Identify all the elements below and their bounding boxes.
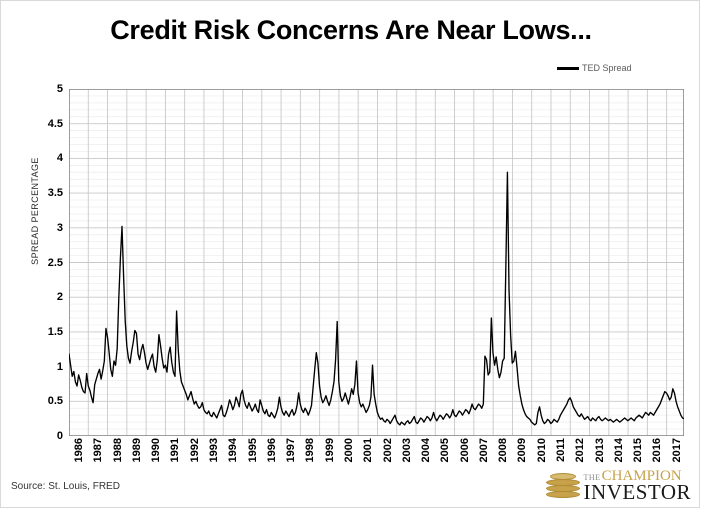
x-tick-label: 2004: [420, 438, 432, 463]
x-tick-label: 2009: [516, 438, 529, 463]
x-tick-label: 1989: [130, 438, 143, 463]
x-tick-label: 2006: [458, 438, 471, 463]
x-tick-label: 2015: [632, 438, 645, 463]
source-note: Source: St. Louis, FRED: [11, 481, 120, 492]
logo-investor: INVESTOR: [583, 480, 691, 504]
x-tick-label: 2007: [477, 438, 490, 463]
logo-champion-word: CHAMPION: [601, 468, 682, 484]
x-tick-label: 2013: [593, 438, 606, 463]
x-tick-label: 2001: [362, 438, 375, 463]
x-tick-label: 1999: [323, 438, 336, 463]
y-tick-label: 1: [56, 360, 63, 373]
x-tick-label: 2008: [497, 438, 510, 463]
y-tick-label: 4: [56, 152, 63, 165]
x-tick-label: 2000: [342, 438, 355, 463]
y-tick-label: 2: [56, 291, 63, 304]
x-tick-label: 1995: [246, 438, 259, 463]
grid-major-lines: [69, 89, 684, 436]
x-tick-label: 1994: [227, 438, 240, 463]
axis-lines: [69, 89, 684, 436]
brand-logo: THECHAMPION INVESTOR: [545, 469, 691, 503]
page-title: Credit Risk Concerns Are Near Lows...: [110, 15, 592, 45]
chart-legend: TED Spread: [557, 63, 632, 73]
x-tick-label: 1990: [150, 438, 163, 463]
x-tick-label: 1993: [208, 438, 220, 463]
grid-minor-lines: [69, 89, 684, 430]
logo-champion: THECHAMPION: [584, 469, 691, 484]
y-tick-label: 2.5: [47, 256, 63, 269]
y-tick-label: 5: [56, 83, 63, 95]
y-tick-label: 0: [56, 430, 63, 442]
x-tick-label: 1986: [73, 438, 85, 463]
legend-label-ted-spread: TED Spread: [582, 63, 632, 73]
y-tick-label: 3.5: [47, 187, 63, 200]
x-tick-label: 1988: [111, 438, 124, 463]
y-tick-label: 3: [56, 221, 63, 234]
x-tick-label: 2012: [574, 438, 587, 463]
y-tick-label: 4.5: [47, 117, 63, 130]
x-tick-label: 1991: [169, 438, 182, 463]
plot-area: [69, 89, 684, 436]
x-tick-label: 1997: [285, 438, 298, 463]
coin-stack-icon: [545, 472, 580, 500]
x-tick-label: 1998: [304, 438, 317, 463]
x-tick-label: 1987: [92, 438, 105, 463]
x-tick-label: 2017: [670, 438, 683, 463]
x-tick-label: 2014: [612, 438, 625, 463]
y-axis-tick-labels: 0 0.5 1 1.5 2 2.5 3 3.5 4 4.5 5: [15, 83, 63, 442]
chart-plot-svg: [69, 89, 684, 436]
legend-swatch-ted-spread: [557, 66, 579, 70]
logo-text: THECHAMPION INVESTOR: [584, 469, 691, 503]
x-tick-label: 1992: [188, 438, 201, 463]
x-tick-label: 1996: [265, 438, 278, 463]
logo-the: THE: [583, 473, 601, 482]
series-line-ted-spread: [69, 171, 684, 426]
x-tick-label: 2005: [439, 438, 452, 463]
y-tick-label: 1.5: [47, 325, 63, 338]
x-tick-label: 2016: [651, 438, 664, 463]
x-tick-label: 2003: [400, 438, 413, 463]
x-tick-label: 2011: [555, 438, 567, 462]
x-tick-label: 2002: [381, 438, 394, 463]
x-tick-label: 2010: [535, 438, 548, 463]
y-tick-label: 0.5: [47, 395, 63, 408]
